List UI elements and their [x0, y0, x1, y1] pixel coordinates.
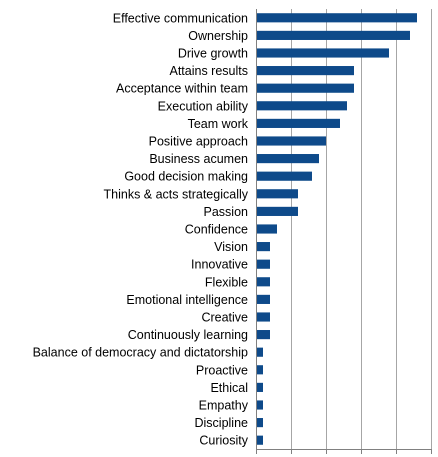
bar-ethical [257, 382, 263, 392]
bar-continuously-learning [257, 330, 270, 340]
bar-execution-ability [257, 101, 347, 111]
category-labels: Effective communication Ownership Drive gr… [33, 11, 249, 447]
category-label-discipline: Discipline [195, 416, 249, 430]
category-label-ethical: Ethical [210, 381, 248, 395]
category-label-positive-approach: Positive approach [149, 135, 248, 149]
bars [257, 13, 417, 445]
bar-creative [257, 312, 270, 322]
bar-acceptance-within-team [257, 83, 354, 93]
category-label-good-decision-making: Good decision making [124, 170, 248, 184]
bar-confidence [257, 224, 277, 234]
bar-positive-approach [257, 136, 326, 146]
bar-empathy [257, 400, 263, 410]
bar-good-decision-making [257, 171, 312, 181]
category-label-vision: Vision [214, 240, 248, 254]
bar-passion [257, 206, 298, 216]
category-label-flexible: Flexible [205, 275, 248, 289]
bar-flexible [257, 277, 270, 287]
category-label-innovative: Innovative [191, 258, 248, 272]
category-label-balance-of-democracy-and-dictatorship: Balance of democracy and dictatorship [33, 346, 248, 360]
category-label-execution-ability: Execution ability [158, 99, 249, 113]
category-label-effective-communication: Effective communication [113, 11, 248, 25]
bar-vision [257, 242, 270, 252]
bar-thinks-acts-strategically [257, 189, 298, 199]
category-label-acceptance-within-team: Acceptance within team [116, 82, 248, 96]
category-label-curiosity: Curiosity [199, 434, 248, 448]
bar-attains-results [257, 66, 354, 76]
category-label-empathy: Empathy [199, 399, 249, 413]
bar-team-work [257, 118, 340, 128]
category-label-drive-growth: Drive growth [178, 47, 248, 61]
bar-business-acumen [257, 154, 319, 164]
category-label-continuously-learning: Continuously learning [128, 328, 248, 342]
bar-balance-of-democracy-and-dictatorship [257, 347, 263, 357]
category-label-emotional-intelligence: Emotional intelligence [126, 293, 248, 307]
bar-drive-growth [257, 48, 389, 58]
bar-innovative [257, 259, 270, 269]
bar-curiosity [257, 435, 263, 445]
category-label-team-work: Team work [188, 117, 249, 131]
category-label-proactive: Proactive [196, 363, 248, 377]
category-label-business-acumen: Business acumen [149, 152, 248, 166]
category-label-ownership: Ownership [188, 29, 248, 43]
bar-discipline [257, 418, 263, 428]
category-label-thinks-acts-strategically: Thinks & acts strategically [104, 187, 249, 201]
bar-ownership [257, 30, 410, 40]
category-label-passion: Passion [204, 205, 249, 219]
bar-proactive [257, 365, 263, 375]
bar-emotional-intelligence [257, 294, 270, 304]
category-label-confidence: Confidence [185, 223, 248, 237]
gridlines [291, 9, 432, 449]
category-label-attains-results: Attains results [169, 64, 248, 78]
category-label-creative: Creative [201, 311, 248, 325]
axes [256, 9, 432, 454]
bar-effective-communication [257, 13, 417, 23]
